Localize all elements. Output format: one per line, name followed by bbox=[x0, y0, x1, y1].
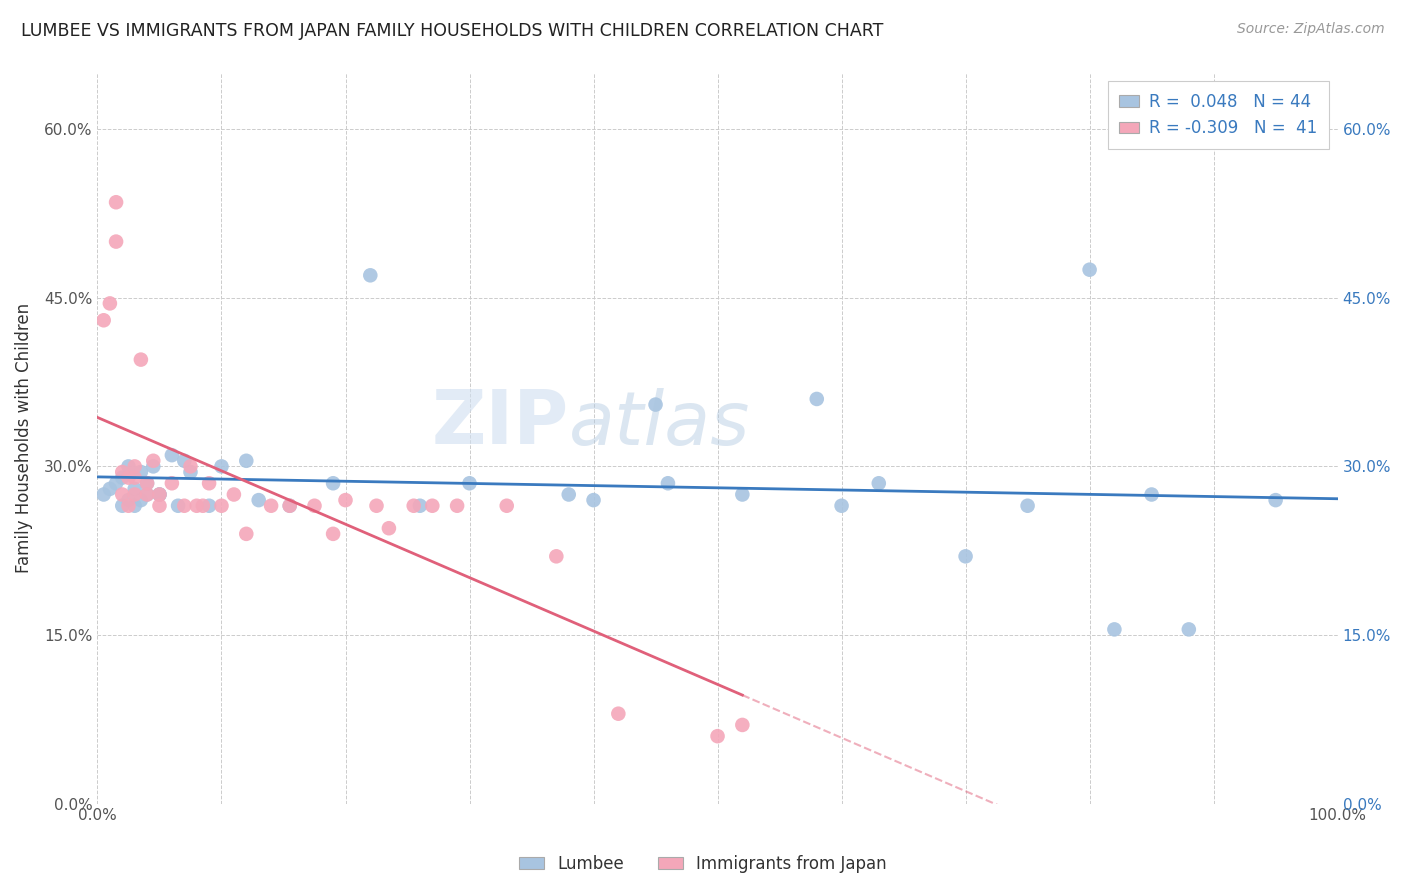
Point bbox=[117, 459, 139, 474]
Point bbox=[211, 499, 233, 513]
Point bbox=[1078, 262, 1101, 277]
Point bbox=[420, 499, 443, 513]
Text: LUMBEE VS IMMIGRANTS FROM JAPAN FAMILY HOUSEHOLDS WITH CHILDREN CORRELATION CHAR: LUMBEE VS IMMIGRANTS FROM JAPAN FAMILY H… bbox=[21, 22, 883, 40]
Point bbox=[278, 499, 301, 513]
Text: ZIP: ZIP bbox=[432, 387, 569, 460]
Point bbox=[136, 476, 159, 491]
Point bbox=[173, 454, 195, 468]
Point bbox=[546, 549, 568, 564]
Point bbox=[1140, 487, 1163, 501]
Point bbox=[124, 470, 146, 484]
Point bbox=[235, 526, 257, 541]
Point bbox=[105, 195, 128, 210]
Point bbox=[607, 706, 630, 721]
Point bbox=[93, 487, 115, 501]
Point bbox=[148, 499, 170, 513]
Point bbox=[111, 470, 134, 484]
Y-axis label: Family Households with Children: Family Households with Children bbox=[15, 303, 32, 574]
Point bbox=[657, 476, 679, 491]
Point bbox=[706, 729, 728, 743]
Point bbox=[179, 465, 201, 479]
Point bbox=[558, 487, 581, 501]
Point bbox=[378, 521, 401, 535]
Point bbox=[136, 487, 159, 501]
Point bbox=[98, 482, 121, 496]
Text: atlas: atlas bbox=[569, 388, 751, 459]
Point bbox=[148, 487, 170, 501]
Point bbox=[117, 493, 139, 508]
Point bbox=[868, 476, 890, 491]
Point bbox=[111, 487, 134, 501]
Point bbox=[148, 487, 170, 501]
Point bbox=[142, 459, 165, 474]
Point bbox=[142, 454, 165, 468]
Text: Source: ZipAtlas.com: Source: ZipAtlas.com bbox=[1237, 22, 1385, 37]
Point bbox=[105, 476, 128, 491]
Point bbox=[179, 459, 201, 474]
Point bbox=[198, 476, 221, 491]
Point bbox=[167, 499, 190, 513]
Point bbox=[211, 459, 233, 474]
Point bbox=[366, 499, 388, 513]
Point bbox=[198, 499, 221, 513]
Point bbox=[105, 235, 128, 249]
Point bbox=[124, 499, 146, 513]
Point bbox=[582, 493, 605, 508]
Point bbox=[278, 499, 301, 513]
Point bbox=[136, 487, 159, 501]
Point bbox=[1104, 623, 1126, 637]
Point bbox=[322, 476, 344, 491]
Point bbox=[955, 549, 977, 564]
Point bbox=[129, 352, 152, 367]
Point bbox=[98, 296, 121, 310]
Point bbox=[136, 476, 159, 491]
Point bbox=[446, 499, 468, 513]
Point bbox=[124, 487, 146, 501]
Point bbox=[831, 499, 853, 513]
Point bbox=[322, 526, 344, 541]
Point bbox=[124, 459, 146, 474]
Point bbox=[186, 499, 208, 513]
Point bbox=[117, 470, 139, 484]
Point bbox=[1017, 499, 1039, 513]
Point bbox=[495, 499, 517, 513]
Point bbox=[731, 718, 754, 732]
Point bbox=[235, 454, 257, 468]
Point bbox=[160, 476, 183, 491]
Point bbox=[93, 313, 115, 327]
Point bbox=[402, 499, 425, 513]
Point bbox=[1178, 623, 1201, 637]
Point bbox=[148, 487, 170, 501]
Point bbox=[173, 499, 195, 513]
Point bbox=[644, 398, 666, 412]
Point bbox=[260, 499, 283, 513]
Point bbox=[458, 476, 481, 491]
Legend: R =  0.048   N = 44, R = -0.309   N =  41: R = 0.048 N = 44, R = -0.309 N = 41 bbox=[1108, 81, 1329, 149]
Point bbox=[304, 499, 326, 513]
Point bbox=[124, 482, 146, 496]
Point bbox=[129, 465, 152, 479]
Point bbox=[160, 448, 183, 462]
Point bbox=[247, 493, 270, 508]
Point bbox=[806, 392, 828, 406]
Point bbox=[129, 493, 152, 508]
Point bbox=[111, 499, 134, 513]
Point bbox=[731, 487, 754, 501]
Point bbox=[359, 268, 381, 283]
Point bbox=[409, 499, 432, 513]
Legend: Lumbee, Immigrants from Japan: Lumbee, Immigrants from Japan bbox=[513, 848, 893, 880]
Point bbox=[191, 499, 214, 513]
Point bbox=[111, 465, 134, 479]
Point bbox=[222, 487, 245, 501]
Point bbox=[1264, 493, 1286, 508]
Point bbox=[117, 499, 139, 513]
Point bbox=[335, 493, 357, 508]
